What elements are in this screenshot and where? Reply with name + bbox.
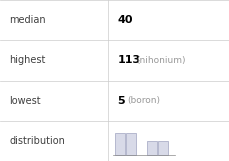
Text: 40: 40 bbox=[117, 15, 132, 25]
Bar bbox=[126, 133, 136, 155]
Text: distribution: distribution bbox=[9, 136, 65, 146]
Text: highest: highest bbox=[9, 55, 45, 65]
Text: 113: 113 bbox=[117, 55, 140, 65]
Bar bbox=[157, 141, 167, 155]
Bar bbox=[114, 133, 125, 155]
Text: 5: 5 bbox=[117, 96, 124, 106]
Text: lowest: lowest bbox=[9, 96, 41, 106]
Text: median: median bbox=[9, 15, 46, 25]
Bar bbox=[146, 141, 156, 155]
Text: (boron): (boron) bbox=[127, 96, 160, 105]
Text: (nihonium): (nihonium) bbox=[136, 56, 185, 65]
